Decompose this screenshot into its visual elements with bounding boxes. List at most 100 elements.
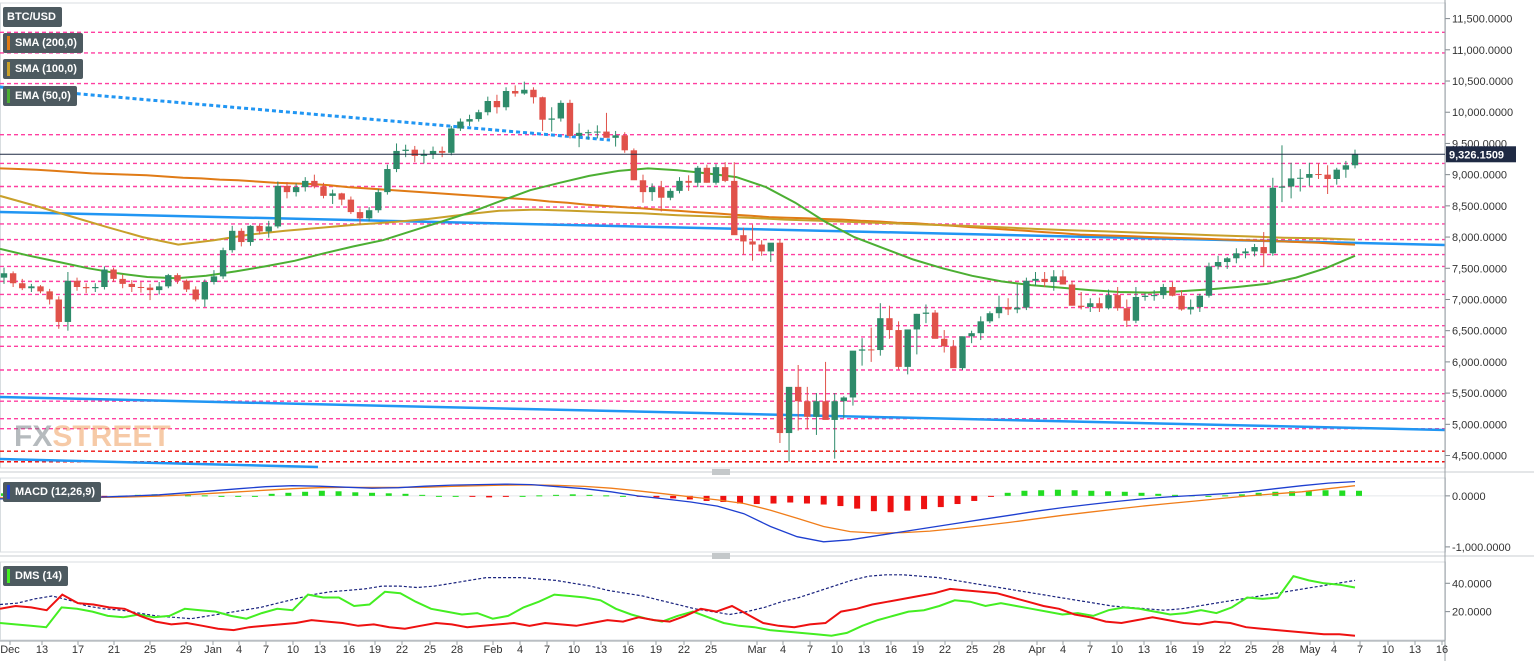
candle-body[interactable]: [995, 306, 1003, 314]
last-price-tag[interactable]: [1446, 146, 1516, 163]
candle-body[interactable]: [1132, 296, 1140, 321]
candle-body[interactable]: [1278, 186, 1286, 188]
candle-body[interactable]: [740, 235, 747, 242]
candle-body[interactable]: [146, 287, 154, 291]
candle-body[interactable]: [402, 149, 409, 151]
candle-body[interactable]: [119, 278, 126, 284]
candle-body[interactable]: [840, 397, 848, 402]
candle-body[interactable]: [1096, 303, 1103, 309]
macd-signal-line[interactable]: [0, 484, 1356, 534]
candle-body[interactable]: [566, 102, 574, 136]
legend-macd[interactable]: MACD (12,26,9): [3, 482, 102, 502]
candle-body[interactable]: [429, 150, 437, 155]
candle-body[interactable]: [721, 167, 729, 181]
candle-body[interactable]: [356, 212, 364, 219]
candle-body[interactable]: [448, 128, 455, 153]
dms-minus-di-line[interactable]: [0, 587, 1356, 637]
candle-body[interactable]: [612, 135, 619, 138]
sma100-line[interactable]: [0, 194, 1356, 246]
candle-body[interactable]: [1032, 278, 1039, 281]
candle-body[interactable]: [165, 275, 172, 287]
candle-body[interactable]: [1123, 308, 1130, 321]
candle-body[interactable]: [192, 289, 199, 300]
candle-body[interactable]: [804, 401, 811, 417]
legend-symbol[interactable]: BTC/USD: [3, 7, 62, 27]
candle-body[interactable]: [1342, 165, 1350, 170]
candle-body[interactable]: [621, 135, 628, 151]
candle-body[interactable]: [530, 89, 537, 98]
candle-body[interactable]: [557, 102, 565, 119]
candle-body[interactable]: [1150, 295, 1158, 297]
candle-body[interactable]: [420, 154, 428, 156]
candle-body[interactable]: [521, 89, 528, 94]
candle-body[interactable]: [950, 346, 957, 369]
candle-body[interactable]: [19, 283, 26, 289]
candle-body[interactable]: [703, 167, 711, 183]
candle-body[interactable]: [338, 193, 345, 200]
candle-body[interactable]: [904, 329, 911, 367]
candle-body[interactable]: [1178, 295, 1185, 310]
candle-body[interactable]: [831, 401, 838, 420]
macd-line[interactable]: [0, 480, 1356, 543]
candle-body[interactable]: [92, 286, 99, 289]
candle-body[interactable]: [767, 242, 774, 252]
candle-body[interactable]: [183, 280, 190, 290]
candle-body[interactable]: [603, 131, 610, 138]
legend-sma100[interactable]: SMA (100,0): [3, 59, 83, 79]
candle-body[interactable]: [867, 349, 875, 351]
candle-body[interactable]: [46, 291, 53, 300]
candle-body[interactable]: [794, 386, 802, 402]
candle-body[interactable]: [575, 132, 583, 136]
candle-body[interactable]: [685, 180, 692, 183]
candle-body[interactable]: [548, 118, 555, 120]
candle-body[interactable]: [1087, 303, 1094, 307]
candle-body[interactable]: [639, 180, 647, 193]
candle-body[interactable]: [658, 187, 665, 198]
candle-body[interactable]: [968, 333, 975, 337]
candle-body[interactable]: [28, 286, 35, 289]
candle-body[interactable]: [813, 401, 820, 417]
candle-body[interactable]: [977, 321, 984, 334]
candle-body[interactable]: [0, 273, 8, 278]
candle-body[interactable]: [320, 186, 327, 196]
candle-body[interactable]: [931, 312, 939, 339]
candle-body[interactable]: [1269, 187, 1277, 254]
candle-body[interactable]: [238, 230, 245, 243]
candle-body[interactable]: [849, 350, 857, 398]
candle-body[interactable]: [676, 180, 683, 191]
candle-body[interactable]: [785, 386, 793, 434]
candle-body[interactable]: [101, 269, 108, 287]
candle-body[interactable]: [585, 132, 592, 134]
legend-ema50[interactable]: EMA (50,0): [3, 86, 77, 106]
candle-body[interactable]: [1141, 295, 1149, 297]
candle-body[interactable]: [82, 286, 90, 289]
candle-body[interactable]: [776, 242, 784, 434]
candle-body[interactable]: [329, 193, 336, 196]
candle-body[interactable]: [959, 336, 966, 369]
candle-body[interactable]: [1297, 177, 1304, 179]
candle-body[interactable]: [219, 250, 227, 277]
candle-body[interactable]: [594, 131, 601, 133]
candle-body[interactable]: [941, 338, 948, 347]
candle-body[interactable]: [1214, 262, 1222, 267]
candle-body[interactable]: [712, 167, 720, 183]
candle-body[interactable]: [1333, 169, 1340, 180]
candle-body[interactable]: [37, 286, 44, 292]
candle-body[interactable]: [347, 199, 355, 213]
candle-body[interactable]: [73, 280, 81, 287]
candle-body[interactable]: [511, 91, 519, 94]
candle-body[interactable]: [1169, 286, 1176, 296]
candle-body[interactable]: [648, 187, 656, 193]
candle-body[interactable]: [274, 185, 282, 227]
candle-body[interactable]: [475, 112, 482, 120]
candle-body[interactable]: [886, 318, 893, 331]
candle-body[interactable]: [1014, 307, 1021, 310]
candle-body[interactable]: [311, 180, 318, 187]
candle-body[interactable]: [64, 280, 72, 322]
candle-body[interactable]: [758, 244, 765, 252]
candle-body[interactable]: [9, 273, 17, 284]
candle-body[interactable]: [895, 330, 902, 367]
candle-body[interactable]: [986, 313, 994, 322]
candle-body[interactable]: [1059, 276, 1067, 285]
